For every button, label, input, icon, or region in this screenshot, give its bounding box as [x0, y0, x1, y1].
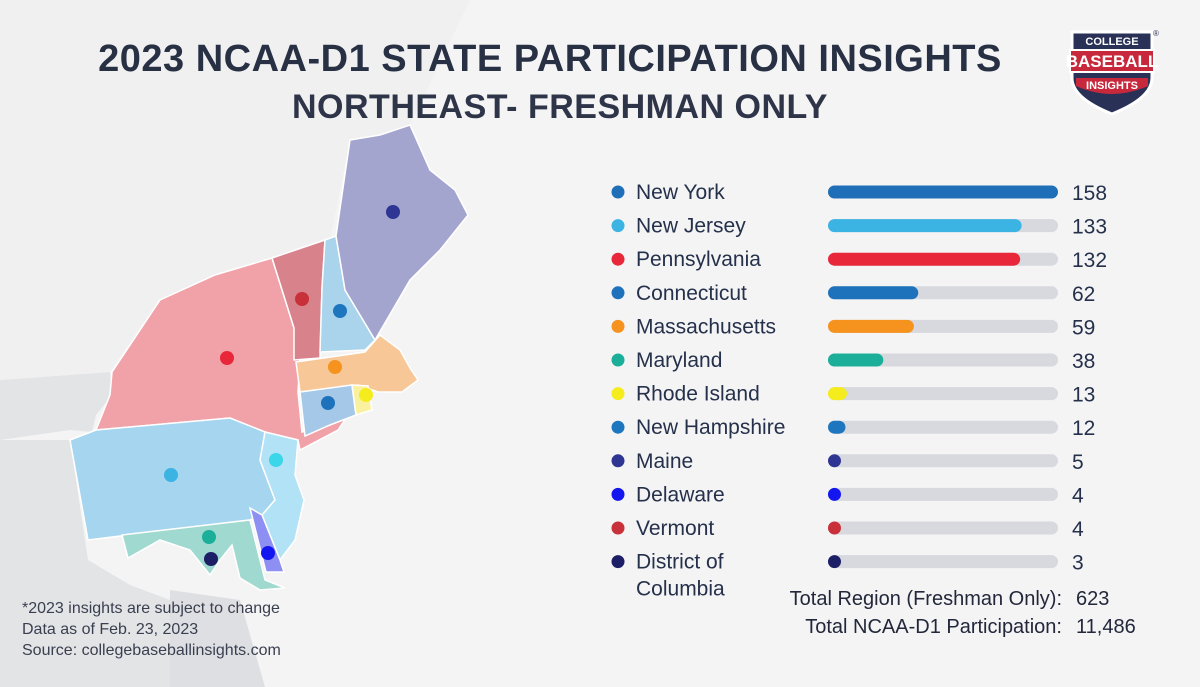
legend-dot-new-hampshire — [611, 420, 625, 434]
legend-label-connecticut: Connecticut — [636, 282, 747, 305]
map-state-connecticut — [299, 384, 357, 438]
total-region-value: 623 — [1076, 588, 1110, 610]
legend-label-new-hampshire: New Hampshire — [636, 416, 785, 439]
legend-dot-connecticut — [611, 286, 625, 300]
legend-dot-vermont — [611, 521, 625, 535]
bar-track-delaware — [828, 487, 1058, 501]
legend-dot-massachusetts — [611, 319, 625, 333]
bar-new-jersey — [828, 219, 1022, 233]
map-dot-vermont — [295, 292, 309, 306]
legend-label-pennsylvania: Pennsylvania — [636, 248, 761, 271]
page-title: 2023 NCAA-D1 STATE PARTICIPATION INSIGHT… — [98, 38, 1002, 80]
map-dot-massachusetts — [328, 360, 342, 374]
bar-track-maine — [828, 454, 1058, 468]
map-state-maine — [335, 124, 469, 342]
footnote: *2023 insights are subject to change Dat… — [22, 598, 281, 661]
value-label-rhode-island: 13 — [1072, 384, 1095, 407]
legend-dot-delaware — [611, 487, 625, 501]
legend-dot-new-york — [611, 185, 625, 199]
bar-track-maryland — [828, 353, 1058, 367]
legend-dot-rhode-island — [611, 387, 625, 401]
value-label-delaware: 4 — [1072, 484, 1084, 507]
bar-track-vermont — [828, 521, 1058, 535]
legend-label-district-of-columbia: District of Columbia — [636, 551, 725, 601]
bar-delaware — [828, 487, 841, 501]
footnote-date: Data as of Feb. 23, 2023 — [22, 621, 199, 638]
legend-dot-new-jersey — [611, 219, 625, 233]
total-ncaa-value: 11,486 — [1076, 616, 1136, 638]
logo-word-insights: INSIGHTS — [1086, 80, 1138, 92]
legend-label-rhode-island: Rhode Island — [636, 383, 760, 406]
map-land-south2 — [170, 590, 265, 687]
bar-vermont — [828, 521, 841, 535]
bar-maine — [828, 454, 841, 468]
map-state-delaware — [248, 506, 286, 573]
bar-track-rhode-island — [828, 387, 1058, 401]
value-label-pennsylvania: 132 — [1072, 249, 1107, 272]
bar-new-york — [828, 185, 1058, 199]
map-dot-delaware — [261, 546, 275, 560]
map-dot-rhode-island — [359, 388, 373, 402]
logo-word-baseball: BASEBALL — [1066, 52, 1159, 71]
map-dot-maine — [386, 205, 400, 219]
bar-new-hampshire — [828, 420, 846, 434]
legend-label-vermont: Vermont — [636, 517, 714, 540]
bar-maryland — [828, 353, 884, 367]
bar-rhode-island — [828, 387, 847, 401]
map-dot-maryland — [202, 530, 216, 544]
map-dot-connecticut — [321, 396, 335, 410]
legend-dot-maine — [611, 454, 625, 468]
legend-label-massachusetts: Massachusetts — [636, 315, 776, 338]
value-label-maryland: 38 — [1072, 350, 1095, 373]
footnote-disclaimer: *2023 insights are subject to change — [22, 600, 280, 617]
map-dot-new-hampshire — [333, 304, 347, 318]
map-dot-new-york — [220, 351, 234, 365]
bar-district-of-columbia — [828, 555, 841, 569]
logo-word-college: COLLEGE — [1085, 36, 1138, 48]
legend-label-maine: Maine — [636, 450, 693, 473]
map-dot-pennsylvania — [164, 468, 178, 482]
value-label-new-jersey: 133 — [1072, 216, 1107, 239]
page-subtitle: NORTHEAST- FRESHMAN ONLY — [292, 88, 828, 126]
total-region-label: Total Region (Freshman Only): — [789, 588, 1062, 610]
northeast-map — [0, 0, 470, 687]
map-land-west — [0, 372, 112, 440]
college-baseball-insights-logo: COLLEGE BASEBALL INSIGHTS ® — [1066, 29, 1159, 116]
map-land-canada — [0, 0, 470, 380]
legend-dot-pennsylvania — [611, 252, 625, 266]
map-state-maryland — [121, 519, 286, 591]
bar-massachusetts — [828, 319, 914, 333]
value-label-connecticut: 62 — [1072, 283, 1095, 306]
value-label-vermont: 4 — [1072, 518, 1084, 541]
legend-label-new-jersey: New Jersey — [636, 215, 746, 238]
bar-track-new-hampshire — [828, 420, 1058, 434]
legend-label-new-york: New York — [636, 181, 725, 204]
value-label-new-hampshire: 12 — [1072, 417, 1095, 440]
total-ncaa-label: Total NCAA-D1 Participation: — [805, 616, 1062, 638]
legend-label-maryland: Maryland — [636, 349, 722, 372]
logo-registered-mark: ® — [1153, 29, 1159, 38]
value-label-district-of-columbia: 3 — [1072, 552, 1084, 575]
legend-label-delaware: Delaware — [636, 483, 725, 506]
bar-track-district-of-columbia — [828, 555, 1058, 569]
footnote-source: Source: collegebaseballinsights.com — [22, 642, 281, 659]
value-label-maine: 5 — [1072, 451, 1084, 474]
value-label-new-york: 158 — [1072, 182, 1107, 205]
bar-connecticut — [828, 286, 919, 300]
map-dot-new-jersey — [269, 453, 283, 467]
bar-pennsylvania — [828, 252, 1021, 266]
value-label-massachusetts: 59 — [1072, 316, 1095, 339]
map-dot-district-of-columbia — [204, 552, 218, 566]
legend-dot-maryland — [611, 353, 625, 367]
legend-dot-district-of-columbia — [611, 555, 625, 569]
